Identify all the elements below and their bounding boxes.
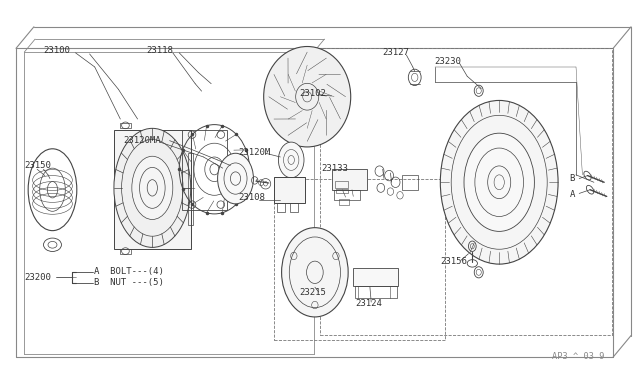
Text: 23120MA: 23120MA <box>123 136 161 145</box>
Text: 23133: 23133 <box>321 164 348 173</box>
Bar <box>335 181 348 188</box>
Bar <box>274 177 305 203</box>
Bar <box>402 175 418 190</box>
Ellipse shape <box>464 133 534 231</box>
Text: A: A <box>570 190 575 199</box>
Text: 23118: 23118 <box>146 46 173 55</box>
Bar <box>353 268 398 286</box>
Text: 23215: 23215 <box>300 288 326 296</box>
Text: AP3 ^ 03 9: AP3 ^ 03 9 <box>552 352 605 361</box>
Bar <box>188 153 193 225</box>
Bar <box>336 189 348 193</box>
Text: B: B <box>570 174 575 183</box>
Bar <box>114 130 191 249</box>
Text: 23124: 23124 <box>355 299 382 308</box>
Bar <box>290 203 298 212</box>
Text: 23120M: 23120M <box>238 148 270 157</box>
Text: A  BOLT---(4): A BOLT---(4) <box>94 267 164 276</box>
Bar <box>332 169 367 190</box>
Ellipse shape <box>264 46 351 147</box>
Bar <box>334 190 360 200</box>
Text: 23108: 23108 <box>238 193 265 202</box>
Text: 23102: 23102 <box>300 89 326 97</box>
Text: 23230: 23230 <box>434 57 461 66</box>
Bar <box>339 199 349 205</box>
Bar <box>320 48 612 335</box>
Text: B  NUT ---(5): B NUT ---(5) <box>94 278 164 287</box>
Ellipse shape <box>132 156 173 219</box>
Bar <box>182 130 227 210</box>
Text: 23127: 23127 <box>383 48 410 57</box>
Bar <box>274 179 445 340</box>
Text: 23100: 23100 <box>44 46 70 55</box>
Ellipse shape <box>282 228 348 317</box>
Ellipse shape <box>278 142 304 178</box>
Bar <box>355 286 397 298</box>
Ellipse shape <box>218 153 253 204</box>
Ellipse shape <box>440 100 558 264</box>
Ellipse shape <box>114 128 191 247</box>
Text: 23156: 23156 <box>440 257 467 266</box>
Text: 23150: 23150 <box>24 161 51 170</box>
Bar <box>277 203 285 212</box>
Text: 23200: 23200 <box>24 273 51 282</box>
